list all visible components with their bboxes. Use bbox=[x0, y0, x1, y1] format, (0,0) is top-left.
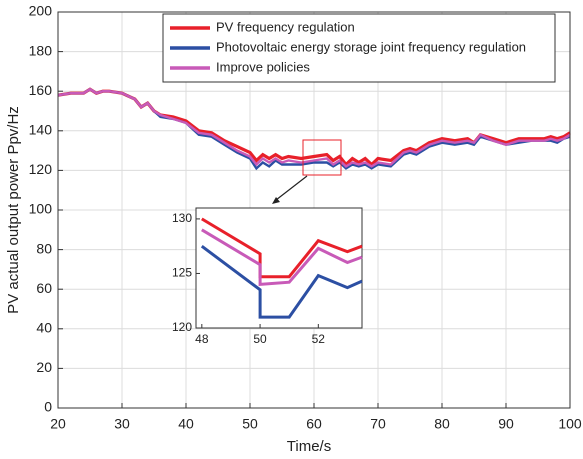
x-tick-label: 20 bbox=[50, 416, 66, 432]
series-line bbox=[57, 87, 571, 168]
arrow-head bbox=[272, 197, 280, 204]
inset-y-tick-label: 130 bbox=[172, 211, 192, 225]
inset-x-tick-label: 52 bbox=[312, 332, 326, 346]
inset-x-tick-label: 48 bbox=[195, 332, 209, 346]
y-tick-label: 140 bbox=[29, 122, 53, 138]
y-tick-label: 20 bbox=[36, 359, 52, 375]
x-tick-label: 90 bbox=[498, 416, 514, 432]
zoom-box bbox=[302, 139, 342, 176]
legend-label: Photovoltaic energy storage joint freque… bbox=[216, 39, 526, 54]
legend-label: Improve policies bbox=[216, 59, 310, 74]
x-tick-label: 100 bbox=[558, 416, 582, 432]
inset-frame bbox=[195, 207, 363, 329]
y-tick-label: 200 bbox=[29, 3, 53, 19]
inset-line bbox=[201, 217, 363, 279]
inset-y-tick-label: 125 bbox=[172, 266, 192, 280]
legend-label: PV frequency regulation bbox=[216, 19, 355, 34]
legend-box bbox=[162, 13, 556, 83]
x-axis-label: Time/s bbox=[287, 438, 331, 455]
y-tick-label: 120 bbox=[29, 161, 53, 177]
inset-line bbox=[201, 228, 363, 287]
inset-y-tick-label: 120 bbox=[172, 320, 192, 334]
plot-frame bbox=[57, 11, 571, 409]
x-tick-label: 60 bbox=[306, 416, 322, 432]
y-tick-label: 100 bbox=[29, 201, 53, 217]
y-tick-label: 40 bbox=[36, 320, 52, 336]
inset-x-tick-label: 50 bbox=[253, 332, 267, 346]
x-tick-label: 80 bbox=[434, 416, 450, 432]
y-tick-label: 180 bbox=[29, 42, 53, 58]
inset-line bbox=[200, 244, 363, 319]
x-tick-label: 40 bbox=[178, 416, 194, 432]
y-tick-label: 80 bbox=[36, 240, 52, 256]
x-tick-label: 50 bbox=[242, 416, 258, 432]
x-tick-label: 30 bbox=[114, 416, 130, 432]
y-axis-label: PV actual output power Ppv/Hz bbox=[5, 106, 22, 314]
zoom-arrow bbox=[275, 175, 308, 201]
x-tick-label: 70 bbox=[370, 416, 386, 432]
y-tick-label: 60 bbox=[36, 280, 52, 296]
y-tick-label: 160 bbox=[29, 82, 53, 98]
y-tick-label: 0 bbox=[44, 399, 52, 415]
